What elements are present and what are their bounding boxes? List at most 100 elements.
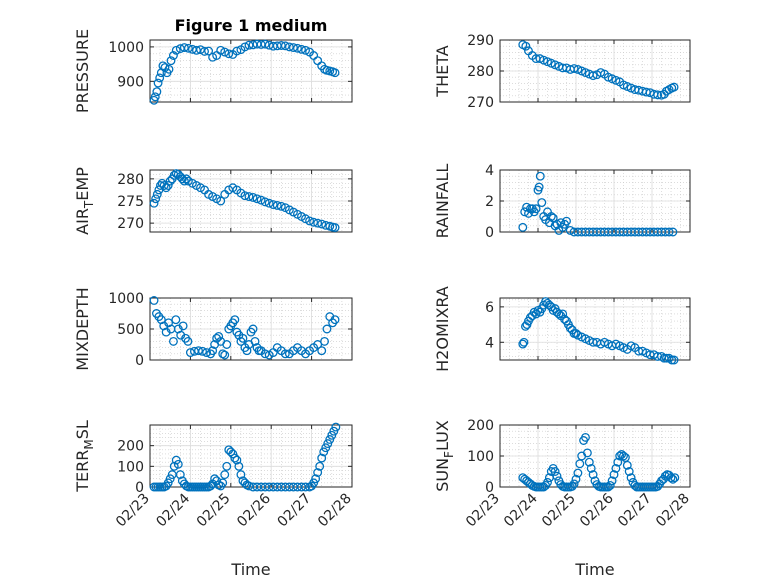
data-point [519,337,529,347]
data-point [220,470,230,480]
y-tick-label: 200 [117,439,144,455]
data-point [543,477,552,487]
y-axis-label: TERRMSL [73,420,96,493]
data-point [668,474,678,484]
data-point [220,350,230,360]
data-point [582,448,592,458]
data-point [226,447,236,457]
y-tick-label: 6 [485,300,494,316]
panel-h2omixra: 4 6 H2OMIXRA [433,286,691,372]
data-point [214,331,224,341]
data-point [152,87,162,97]
y-axis-label-main: TERR [73,450,92,493]
data-point [183,336,193,346]
data-point [165,474,175,484]
y-tick-label: 900 [117,74,144,90]
y-axis-label-subscript: T [82,200,96,209]
data-point [664,227,674,237]
data-point [228,449,238,459]
data-point [256,195,266,205]
data-point [168,336,178,346]
data-point [319,447,329,457]
y-axis-label: RAINFALL [433,164,452,239]
data-point [537,198,547,207]
data-point [216,196,226,206]
data-point [163,181,173,190]
data-point [653,352,663,361]
data-point [605,481,615,490]
data-point [546,212,556,221]
data-point [150,92,160,102]
y-tick-label: 280 [117,172,144,188]
data-point [518,339,528,349]
data-point [200,46,209,56]
y-axis-label: PRESSURE [73,29,92,113]
data-point [240,191,250,201]
data-point [178,321,188,331]
data-point [666,473,676,483]
data-point [607,476,617,486]
data-point [573,468,583,478]
data-point [518,222,528,232]
data-point [534,182,544,192]
panel-theta: 270 280 290 THETA [433,33,691,111]
data-point [327,430,337,440]
data-point [183,43,193,53]
y-tick-label: 200 [467,418,494,434]
series-markers [518,297,679,365]
y-tick-label: 2 [485,194,494,210]
data-point [609,470,619,480]
y-tick-label: 4 [485,335,494,351]
series-markers [518,171,678,237]
y-axis-label-main: AIR [73,208,92,235]
data-point [163,478,173,488]
panel-air_temp: 270 275 280 AIRTEMP [73,167,353,235]
data-point [288,43,298,53]
data-point [196,45,205,55]
data-point [218,349,228,359]
axes-border [499,297,691,361]
data-point [660,471,670,481]
data-point [276,41,286,50]
y-axis-label-main: H2OMIXRA [433,286,452,372]
data-point [323,439,333,449]
data-point [175,470,185,480]
data-point [250,336,260,346]
data-point [194,346,203,356]
data-point [293,43,302,53]
data-point [230,453,240,463]
axes-border [149,424,353,488]
data-point [569,64,579,73]
data-point [165,176,175,186]
data-point [315,461,325,471]
axes-border [149,297,353,361]
data-point [622,460,632,470]
data-point [218,478,228,488]
y-axis-label-main: MIXDEPTH [73,287,92,370]
data-point [562,216,571,226]
data-point [280,41,290,51]
data-point [325,435,335,444]
data-point [330,68,340,78]
data-point [234,461,244,471]
data-point [331,422,341,432]
data-point [202,348,212,358]
data-point [317,219,327,229]
x-tick-label: 02/28 [315,491,355,531]
data-point [260,39,270,49]
axes-border [499,169,691,233]
data-point [210,474,220,484]
series-markers [149,296,340,360]
series-markers [518,40,679,100]
data-point [330,315,340,325]
data-point [313,468,323,477]
data-point [588,71,598,81]
data-point [208,52,218,62]
y-tick-label: 275 [117,194,144,210]
data-point [173,459,183,469]
data-point [626,473,636,483]
y-axis-label-main: SUN [433,458,452,492]
data-point [329,426,339,436]
y-tick-label: 1000 [108,291,144,307]
data-point [230,315,240,325]
